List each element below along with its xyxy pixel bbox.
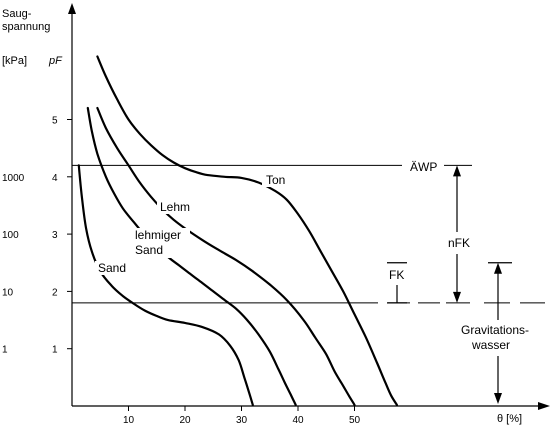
x-tick-label: 10 (123, 415, 135, 426)
awp-label-backdrop (404, 158, 442, 174)
nfk-arrowhead-up (453, 165, 461, 177)
curve-sand (77, 164, 254, 406)
ylabel-unit-kpa: [kPa] (2, 55, 27, 67)
kpa-tick-label: 10 (2, 287, 14, 298)
label-gravitation-2: wasser (471, 338, 510, 352)
ylabel-line-1: Saug- (2, 8, 32, 20)
x-tick-label: 20 (179, 415, 191, 426)
label-sand: Sand (98, 261, 126, 275)
pf-tick-label: 4 (52, 173, 58, 184)
x-tick-label: 40 (292, 415, 304, 426)
curves (77, 55, 398, 406)
label-ton: Ton (266, 173, 285, 187)
label-fk: FK (389, 268, 404, 282)
kpa-ticks: 1 10 100 1000 (2, 173, 25, 356)
label-backdrop (132, 228, 190, 258)
nfk-arrowhead-down (453, 291, 461, 303)
x-axis-arrowhead (538, 402, 550, 410)
kpa-tick-label: 1 (2, 345, 8, 356)
label-backdrop (157, 200, 195, 214)
label-nfk: nFK (448, 236, 470, 250)
pf-tick-label: 3 (52, 230, 58, 241)
curve-lehmiger-sand (86, 106, 297, 406)
x-axis-label: θ [%] (497, 413, 522, 425)
label-lehm: Lehm (160, 200, 190, 214)
ylabel-line-2: spannung (2, 21, 50, 33)
label-backdrop (95, 261, 125, 275)
pf-ticks: 1 2 3 4 5 (52, 116, 72, 356)
y-axis-arrowhead (68, 3, 76, 14)
pf-tick-label: 2 (52, 287, 58, 298)
x-ticks: 10 20 30 40 50 (123, 406, 361, 426)
pf-tick-label: 5 (52, 116, 58, 127)
x-tick-label: 30 (236, 415, 248, 426)
label-lehmiger-sand-2: Sand (135, 243, 163, 257)
curve-lehm (96, 106, 356, 406)
label-backdrop (262, 173, 290, 187)
pf-tick-label: 1 (52, 345, 58, 356)
ylabel-unit-pf: pF (48, 55, 63, 67)
curve-ton (96, 55, 398, 406)
reference-lines (72, 158, 545, 304)
kpa-tick-label: 100 (2, 230, 19, 241)
brackets (387, 165, 512, 404)
x-tick-label: 50 (349, 415, 361, 426)
kpa-tick-label: 1000 (2, 173, 25, 184)
label-gravitation-1: Gravitations- (461, 323, 529, 337)
grav-arrowhead-down (494, 393, 502, 404)
grav-arrowhead-up (494, 262, 502, 274)
label-lehmiger-sand-1: lehmiger (135, 228, 181, 242)
label-awp: ÄWP (410, 160, 437, 174)
